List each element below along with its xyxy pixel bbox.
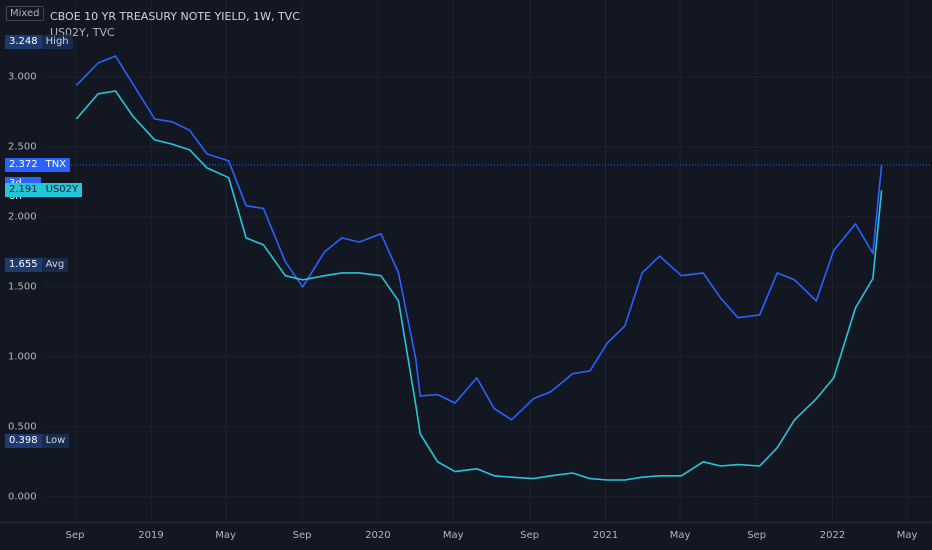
us02y-last-price-marker: 2.191 US02Y <box>5 183 83 198</box>
y-tick-label: 3.000 <box>8 71 37 83</box>
x-tick-label: May <box>215 530 236 541</box>
us02y-value: 2.191 <box>5 183 42 198</box>
y-tick-label: 1.500 <box>8 281 37 293</box>
chart-grid <box>0 0 932 523</box>
x-tick-label: Sep <box>65 530 85 541</box>
y-tick-label: 0.500 <box>8 421 37 433</box>
x-tick-label: Sep <box>747 530 767 541</box>
low-label: Low <box>41 434 70 449</box>
x-tick-label: Sep <box>292 530 312 541</box>
y-tick-label: 1.000 <box>8 351 37 363</box>
low-value: 0.398 <box>5 434 42 449</box>
x-tick-label: 2022 <box>819 530 846 541</box>
high-label: High <box>41 35 73 50</box>
tnx-label: TNX <box>41 157 71 172</box>
x-tick-label: 2021 <box>592 530 619 541</box>
tnx-value: 2.372 <box>5 157 42 172</box>
scale-mode-button[interactable]: Mixed <box>6 6 44 21</box>
x-tick-label: Sep <box>520 530 540 541</box>
x-tick-label: 2020 <box>365 530 391 541</box>
low-price-marker: 0.398 Low <box>5 434 70 449</box>
y-tick-label: 2.500 <box>8 141 37 153</box>
y-tick-label: 0.000 <box>8 491 37 503</box>
avg-label: Avg <box>41 258 69 273</box>
series-line-tnx <box>75 55 883 421</box>
y-tick-label: 2.000 <box>8 211 37 223</box>
chart-series <box>75 55 883 481</box>
legend-block: CBOE 10 YR TREASURY NOTE YIELD, 1W, TVC … <box>50 9 300 41</box>
x-tick-label: May <box>669 530 691 541</box>
tnx-last-price-marker: 2.372 TNX <box>5 157 71 172</box>
avg-price-marker: 1.655 Avg <box>5 258 69 273</box>
x-tick-label: 2019 <box>138 530 164 541</box>
high-price-marker: 3.248 High <box>5 35 73 50</box>
high-value: 3.248 <box>5 35 42 50</box>
x-tick-label: May <box>896 530 918 541</box>
compare-symbol-label[interactable]: US02Y, TVC <box>50 26 115 39</box>
us02y-label: US02Y <box>41 183 83 198</box>
chart-title[interactable]: CBOE 10 YR TREASURY NOTE YIELD, 1W, TVC <box>50 10 300 23</box>
series-line-us02y <box>75 90 883 481</box>
x-tick-label: May <box>442 530 464 541</box>
avg-value: 1.655 <box>5 258 42 273</box>
